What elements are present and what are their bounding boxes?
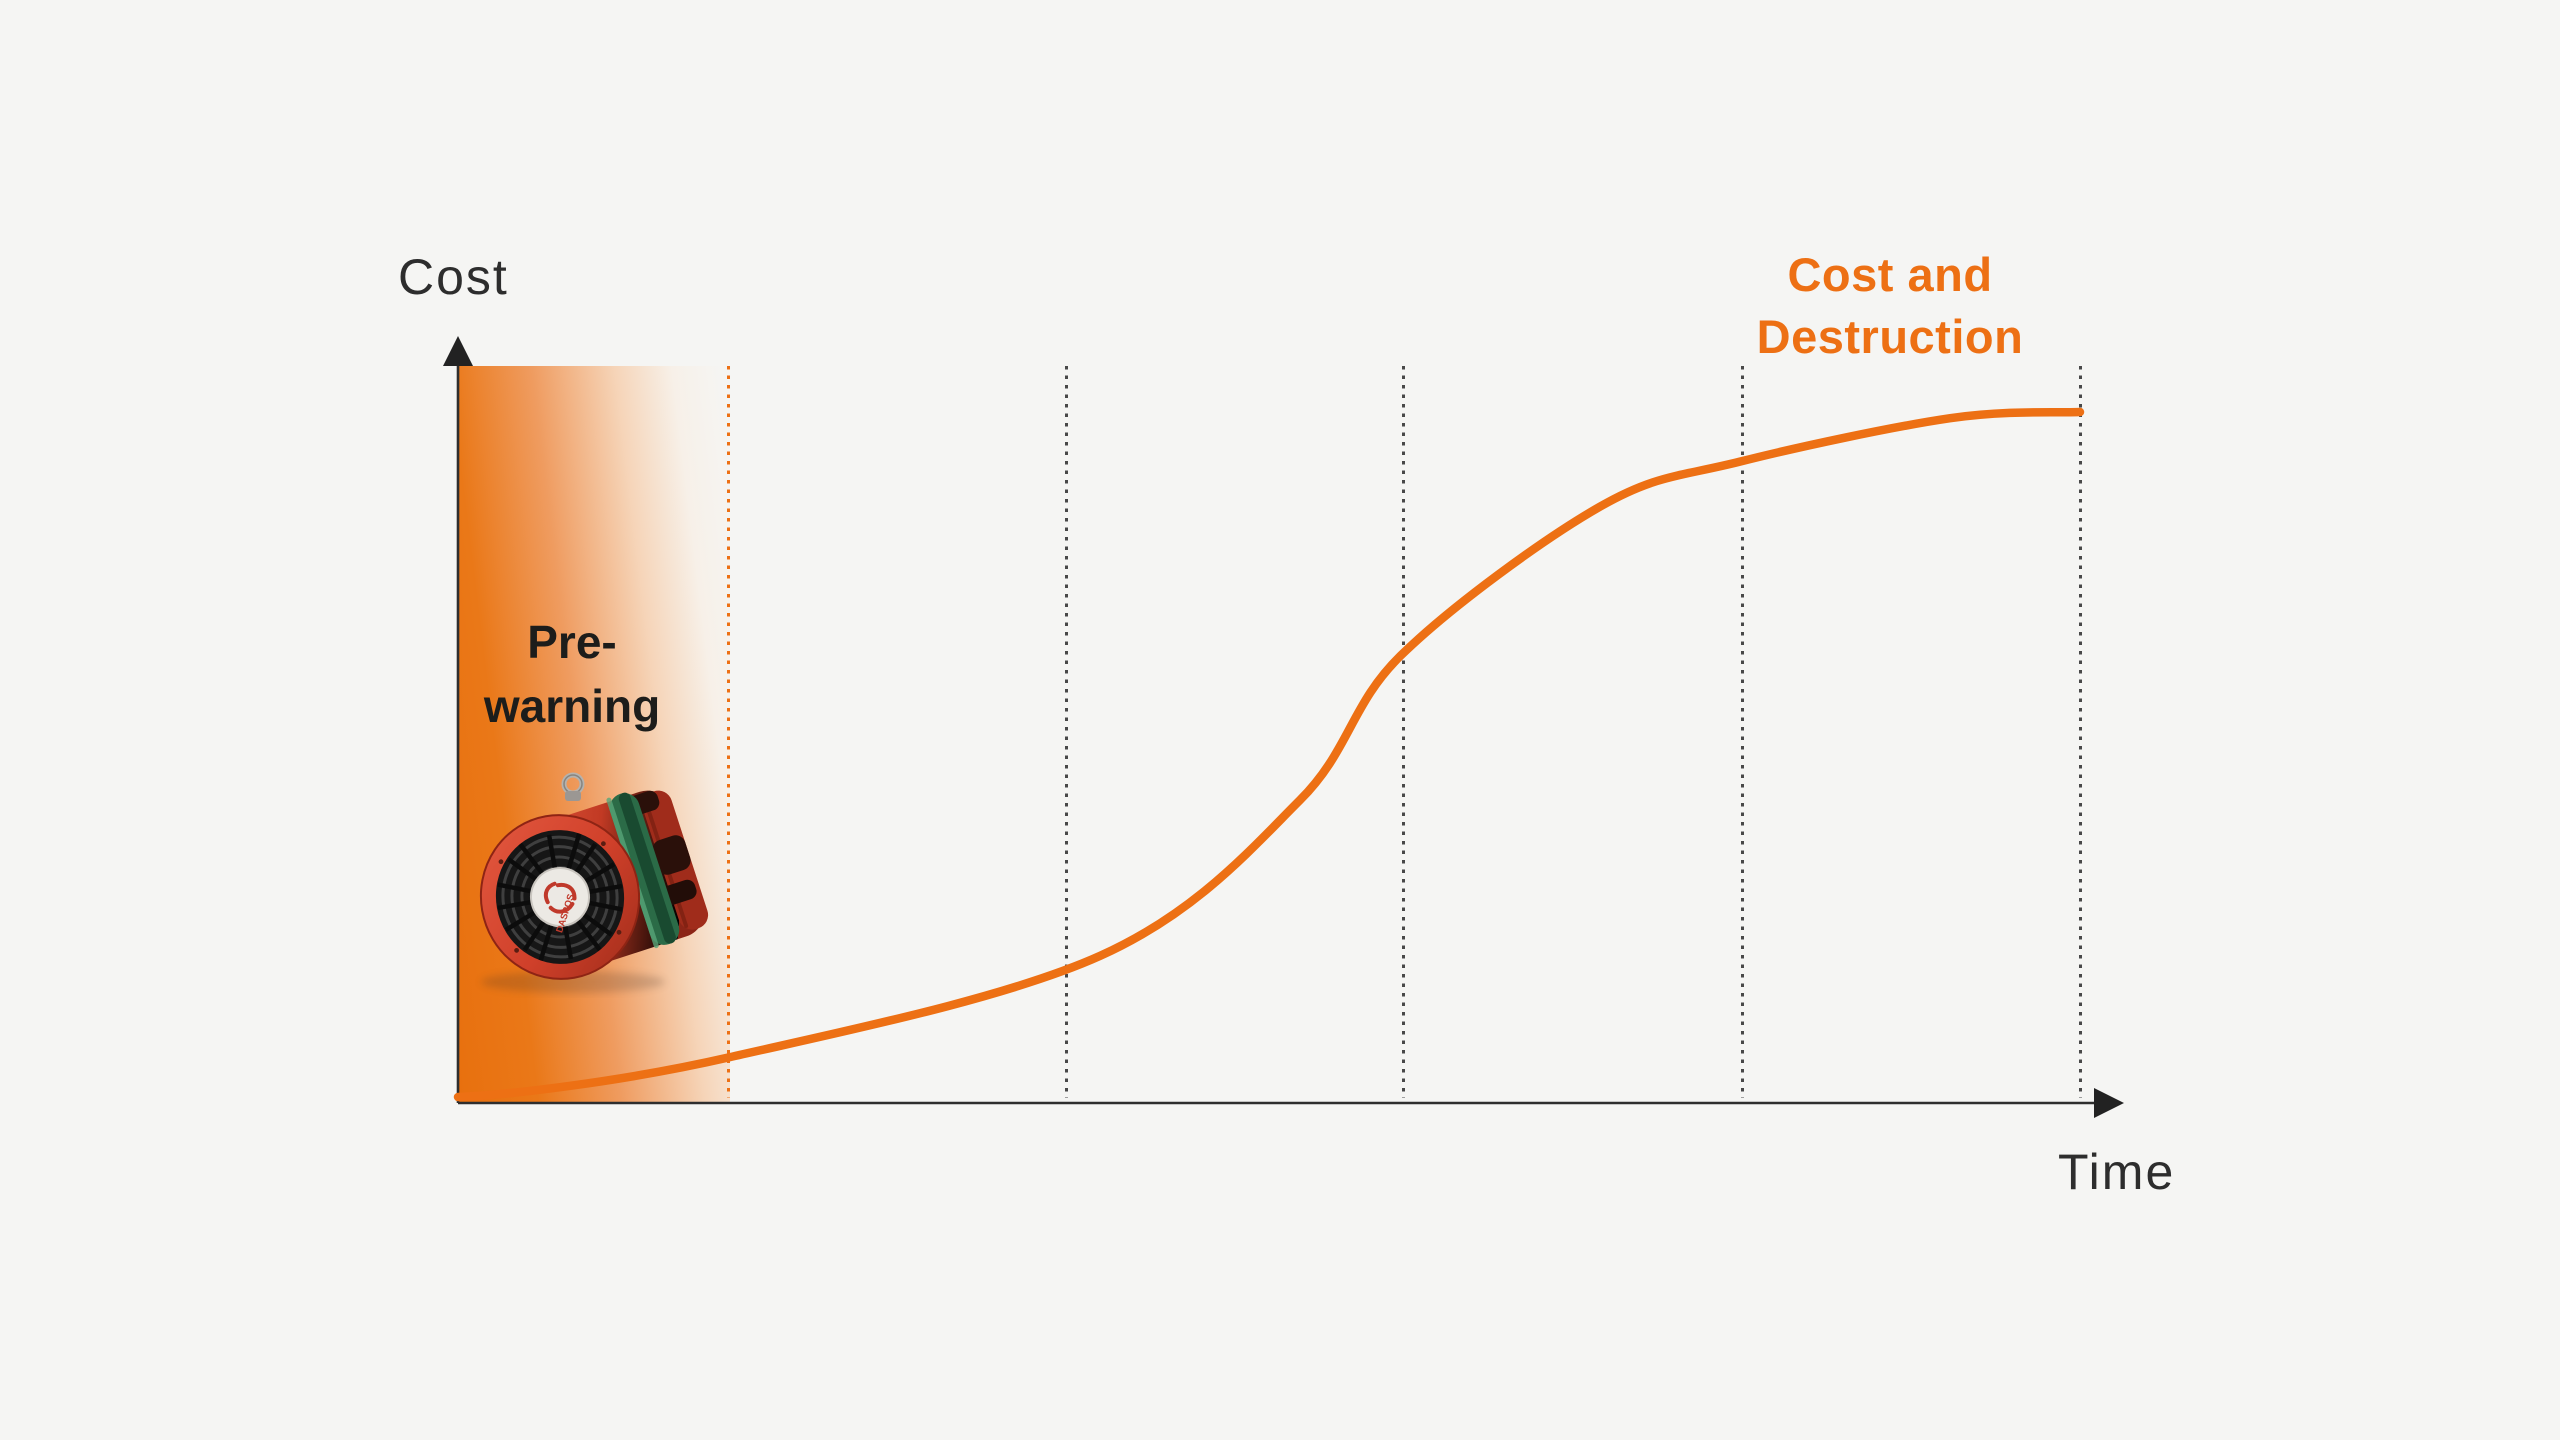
dotted-gridline — [1064, 366, 1068, 1098]
x-axis-arrow-icon — [2094, 1088, 2124, 1118]
device-face: DASPOS — [479, 814, 641, 980]
device-logo-swirl-icon — [543, 881, 577, 914]
pre-warning-label: Pre- warning — [452, 610, 692, 738]
dotted-gridline — [1402, 366, 1406, 1098]
device-shadow — [481, 971, 665, 993]
dotted-gridline — [727, 366, 731, 1098]
pre-warning-label-line2: warning — [483, 680, 661, 732]
device-vent-slot — [652, 835, 691, 875]
y-axis-arrow-icon — [443, 336, 473, 366]
device-eye-ring — [561, 772, 585, 801]
curve-title-line2: Destruction — [1756, 310, 2024, 363]
x-axis-label: Time — [2058, 1144, 2176, 1200]
curve-title-line1: Cost and — [1787, 248, 1993, 301]
device-logo-disc — [530, 867, 590, 927]
fire-alarm-sounder-image: DASPOS — [479, 772, 709, 993]
dotted-gridline — [1741, 366, 1745, 1098]
curve-title: Cost and Destruction — [1700, 244, 2080, 368]
pre-warning-label-line1: Pre- — [527, 616, 617, 668]
cost-destruction-curve — [453, 407, 2085, 1102]
dotted-gridline — [2078, 366, 2082, 1098]
y-axis-label: Cost — [398, 249, 509, 305]
